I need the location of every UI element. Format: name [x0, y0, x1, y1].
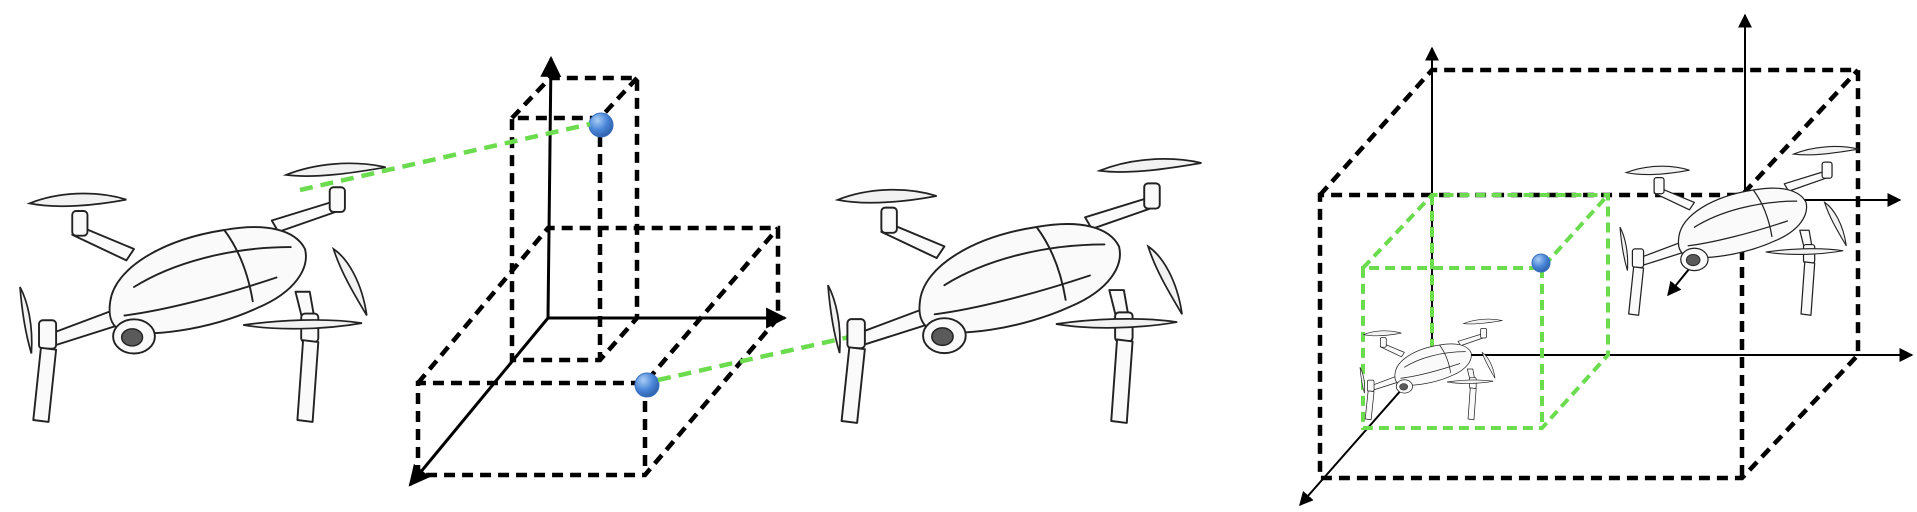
cube-frame	[1317, 67, 1861, 481]
right-panel	[1299, 13, 1914, 507]
drone-icon	[1619, 145, 1860, 316]
point-marker-icon	[634, 372, 660, 398]
corner-frame	[408, 55, 788, 487]
green-connector	[299, 121, 591, 193]
drone-icon	[827, 157, 1203, 424]
axis-arrow-icon	[540, 55, 562, 319]
point-marker-icon	[588, 112, 614, 138]
left-panel	[19, 55, 1203, 487]
inner-green-cube	[1361, 193, 1610, 430]
point-marker-icon	[1531, 253, 1551, 273]
axis-arrow-icon	[408, 317, 550, 487]
green-connector	[657, 317, 926, 383]
drone-icon	[19, 162, 387, 423]
